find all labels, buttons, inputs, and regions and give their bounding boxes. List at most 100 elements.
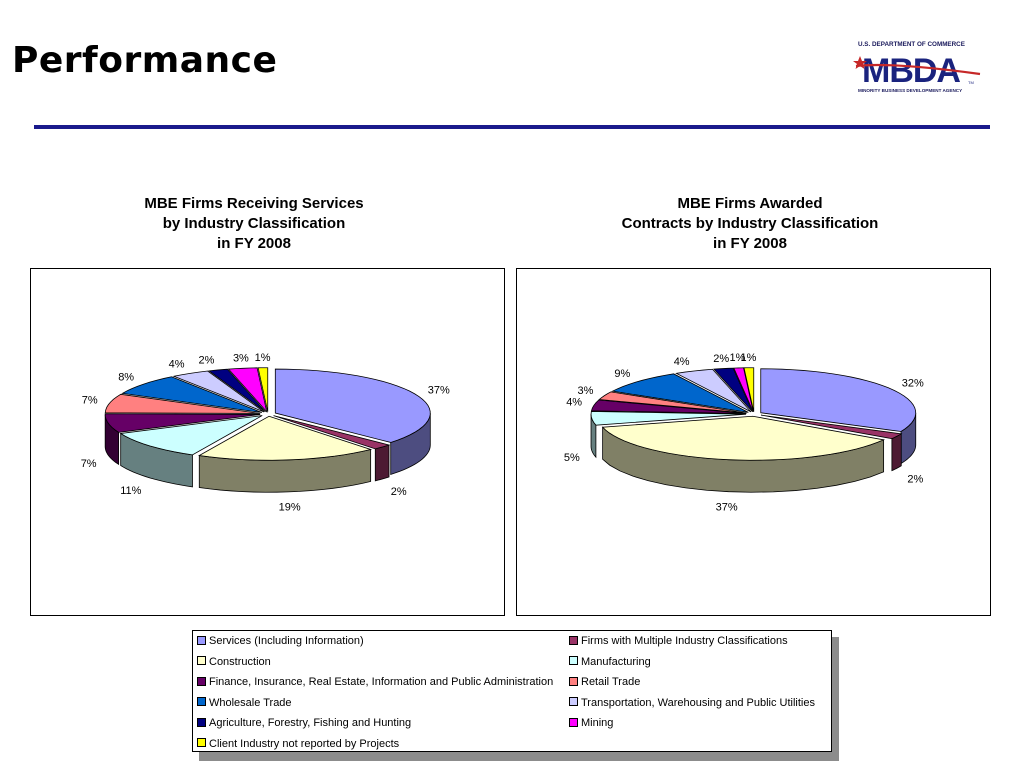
legend-swatch [569,717,578,727]
legend-label: Client Industry not reported by Projects [209,737,400,750]
chart2-title-line: in FY 2008 [713,235,787,252]
chart1-data-label: 19% [279,502,301,514]
logo-swoosh [855,63,981,76]
chart2-data-label: 5% [564,452,580,464]
legend-item: Services (Including Information) [197,634,364,648]
chart1-data-label: 8% [118,372,134,384]
chart1-data-label: 7% [81,458,97,470]
chart2-data-label: 2% [907,474,923,486]
chart2-pie: 32%2%37%5%4%3%9%4% 2% 1%1% [564,352,924,513]
page-title: Performance [12,40,278,81]
legend-item: Wholesale Trade [197,696,292,710]
chart1-pie: 37% 2% 19% 11% 7% 7% 8% 4% 2% 3% 1% [81,352,450,514]
legend-item: Firms with Multiple Industry Classificat… [569,634,788,648]
legend-item: Manufacturing [569,655,651,669]
legend-item: Client Industry not reported by Projects [197,737,399,751]
chart1-slice [121,376,263,413]
title-rule [34,125,990,129]
legend-label: Retail Trade [581,676,641,688]
chart1-title-line: by Industry Classification [162,215,346,232]
chart2-data-label: 3% [577,385,593,397]
chart1-data-label: 3% [233,353,249,365]
chart2-data-label: 37% [716,501,738,513]
legend-item: Retail Trade [569,675,640,689]
chart1-data-label: 2% [391,486,407,498]
legend-label: Firms with Multiple Industry Classificat… [581,635,788,647]
legend-item: Transportation, Warehousing and Public U… [569,696,815,710]
chart2-data-label: 4% [566,397,582,409]
legend-item: Agriculture, Forestry, Fishing and Hunti… [197,716,411,730]
legend-swatch [197,676,206,686]
legend-label: Agriculture, Forestry, Fishing and Hunti… [209,717,412,729]
chart2-data-label: 2% [713,353,729,365]
chart2-slice [598,391,747,414]
chart2-slice [590,399,747,414]
legend-swatch [197,717,206,727]
chart1-slice [273,415,391,450]
legend-label: Manufacturing [581,655,651,668]
chart2-slice [675,368,752,413]
chart1-data-label: 11% [120,485,141,497]
legend-item: Mining [569,716,613,730]
chart2-slice [760,414,903,440]
chart1-slice [119,415,263,456]
chart1-slice [227,367,268,414]
chart1-data-label: 7% [82,394,98,406]
chart2-slice [611,373,749,413]
legend-swatch [197,697,206,707]
logo-tm: TM [968,80,974,85]
legend-label: Transportation, Warehousing and Public U… [581,696,815,709]
chart1-title: MBE Firms Receiving Services by Industry… [74,194,434,254]
legend-swatch [197,738,206,748]
legend-swatch [197,635,206,645]
chart2-slice [590,411,747,426]
chart2-data-label: 4% [674,356,690,368]
chart1-slice [274,368,431,443]
legend-swatch [569,635,578,645]
legend-swatch [197,656,206,666]
legend-label: Finance, Insurance, Real Estate, Informa… [209,676,554,688]
chart2-slice [713,367,753,413]
legend: Services (Including Information) Firms wi… [192,630,832,752]
logo-star [853,56,867,69]
chart1-slice [198,415,373,461]
chart2-slice [743,367,755,412]
legend-swatch [569,697,578,707]
legend-label: Services (Including Information) [209,635,364,647]
chart1-slice [207,368,266,413]
chart2-data-label: 1% [741,352,757,364]
chart1-slice [172,370,265,413]
chart2-slice [601,415,886,461]
logo-top-text: U.S. DEPARTMENT OF COMMERCE [858,41,965,48]
legend-label: Mining [581,717,614,729]
chart2-plot-area: 32% 2% 37% 5% 4% 3% 9% 4% 2% 1% 1% [516,268,991,616]
legend-swatch [569,656,578,666]
chart2-title: MBE Firms Awarded Contracts by Industry … [570,194,930,254]
chart1-title-line: MBE Firms Receiving Services [144,195,364,212]
chart1-slice-side [374,444,390,482]
chart1-data-label: 1% [255,352,271,364]
logo-bottom-text: MINORITY BUSINESS DEVELOPMENT AGENCY [858,88,962,93]
legend-swatch [569,676,578,686]
chart2-slice-side [891,433,902,472]
logo-name: MBDA [862,52,960,90]
chart1-slice [104,393,261,414]
chart1-slice [257,367,269,412]
chart2-data-label: 32% [902,378,924,390]
chart1-data-label: 2% [198,355,214,367]
chart2-slice [760,368,917,432]
mbda-logo: U.S. DEPARTMENT OF COMMERCE MBDA TM MINO… [853,41,981,93]
chart1-title-line: in FY 2008 [217,235,291,252]
chart1-plot-area: 37% 2% 19% 11% 7% 7% 8% 4% 2% 3% 1% [30,268,505,616]
legend-item: Finance, Insurance, Real Estate, Informa… [197,675,553,689]
chart1-data-label: 37% [428,385,450,397]
chart2-data-label: 9% [614,368,630,380]
legend-label: Construction [209,655,271,668]
legend-item: Construction [197,655,271,669]
chart2-data-label: 1% [730,352,746,364]
chart1-data-label: 4% [169,359,185,371]
chart2-title-line: Contracts by Industry Classification [621,215,879,232]
chart1-slice [104,413,261,433]
chart2-title-line: MBE Firms Awarded [677,195,823,212]
legend-label: Wholesale Trade [209,696,292,709]
